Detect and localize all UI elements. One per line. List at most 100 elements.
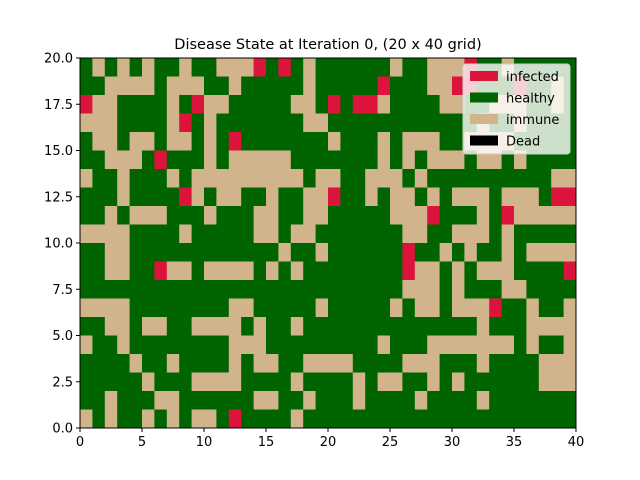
grid-cell: [365, 335, 379, 355]
grid-cell: [303, 391, 317, 410]
grid-cell: [104, 298, 118, 318]
grid-cell: [228, 206, 242, 225]
grid-cell: [117, 335, 131, 355]
grid-cell: [154, 150, 168, 170]
grid-cell: [278, 317, 292, 336]
grid-cell: [514, 391, 527, 410]
grid-cell: [253, 409, 267, 429]
grid-cell: [154, 298, 168, 318]
grid-cell: [253, 335, 267, 355]
grid-cell: [166, 224, 180, 244]
grid-cell: [551, 243, 565, 262]
grid-cell: [204, 372, 217, 392]
grid-cell: [551, 224, 565, 244]
grid-cell: [365, 372, 379, 392]
grid-cell: [228, 243, 242, 262]
grid-cell: [538, 280, 552, 299]
grid-cell: [204, 58, 217, 77]
grid-cell: [427, 150, 441, 170]
grid-cell: [290, 224, 304, 244]
grid-cell: [402, 76, 416, 96]
grid-cell: [551, 335, 565, 355]
grid-cell: [154, 317, 168, 336]
grid-cell: [464, 409, 478, 429]
grid-cell: [303, 280, 317, 299]
grid-cell: [228, 113, 242, 133]
grid-cell: [80, 76, 93, 96]
grid-cell: [266, 76, 279, 96]
grid-cell: [365, 409, 379, 429]
grid-cell: [538, 372, 552, 392]
grid-cell: [117, 261, 131, 281]
grid-cell: [464, 335, 478, 355]
grid-cell: [563, 224, 577, 244]
grid-cell: [563, 187, 577, 207]
grid-cell: [241, 354, 255, 373]
grid-cell: [117, 113, 131, 133]
grid-cell: [464, 317, 478, 336]
grid-cell: [464, 280, 478, 299]
grid-cell: [514, 372, 527, 392]
grid-cell: [538, 335, 552, 355]
grid-cell: [476, 187, 490, 207]
grid-cell: [501, 187, 515, 207]
grid-cell: [104, 206, 118, 225]
grid-cell: [340, 206, 354, 225]
grid-cell: [328, 409, 341, 429]
grid-cell: [80, 391, 93, 410]
grid-cell: [129, 335, 143, 355]
grid-cell: [352, 317, 366, 336]
grid-cell: [179, 95, 193, 114]
grid-cell: [104, 113, 118, 133]
grid-cell: [228, 280, 242, 299]
grid-cell: [129, 169, 143, 188]
grid-cell: [142, 280, 155, 299]
grid-cell: [452, 335, 465, 355]
grid-cell: [104, 409, 118, 429]
legend-swatch-dead: [470, 135, 498, 146]
grid-cell: [278, 409, 292, 429]
grid-cell: [154, 58, 168, 77]
grid-cell: [377, 261, 391, 281]
grid-cell: [142, 224, 155, 244]
grid-cell: [439, 58, 453, 77]
grid-cell: [414, 243, 428, 262]
grid-cell: [278, 187, 292, 207]
grid-cell: [80, 206, 93, 225]
grid-cell: [216, 409, 230, 429]
grid-cell: [92, 372, 106, 392]
y-tick-label: 0.0: [52, 422, 73, 437]
grid-cell: [452, 224, 465, 244]
grid-cell: [526, 335, 540, 355]
grid-cell: [464, 391, 478, 410]
grid-cell: [501, 224, 515, 244]
grid-cell: [476, 391, 490, 410]
grid-cell: [390, 335, 403, 355]
grid-cell: [92, 95, 106, 114]
grid-cell: [315, 58, 329, 77]
grid-cell: [278, 391, 292, 410]
grid-cell: [117, 76, 131, 96]
grid-cell: [278, 113, 292, 133]
grid-cell: [365, 206, 379, 225]
grid-cell: [501, 317, 515, 336]
grid-cell: [377, 372, 391, 392]
grid-cell: [241, 317, 255, 336]
grid-cell: [204, 76, 217, 96]
grid-cell: [315, 187, 329, 207]
grid-cell: [352, 58, 366, 77]
grid-cell: [303, 113, 317, 133]
grid-cell: [452, 150, 465, 170]
grid-cell: [104, 391, 118, 410]
grid-cell: [340, 391, 354, 410]
grid-cell: [489, 150, 503, 170]
grid-cell: [117, 243, 131, 262]
grid-cell: [464, 150, 478, 170]
grid-cell: [216, 76, 230, 96]
grid-cell: [390, 206, 403, 225]
grid-cell: [452, 317, 465, 336]
grid-cell: [526, 298, 540, 318]
grid-cell: [501, 150, 515, 170]
grid-cell: [352, 391, 366, 410]
grid-cell: [501, 354, 515, 373]
